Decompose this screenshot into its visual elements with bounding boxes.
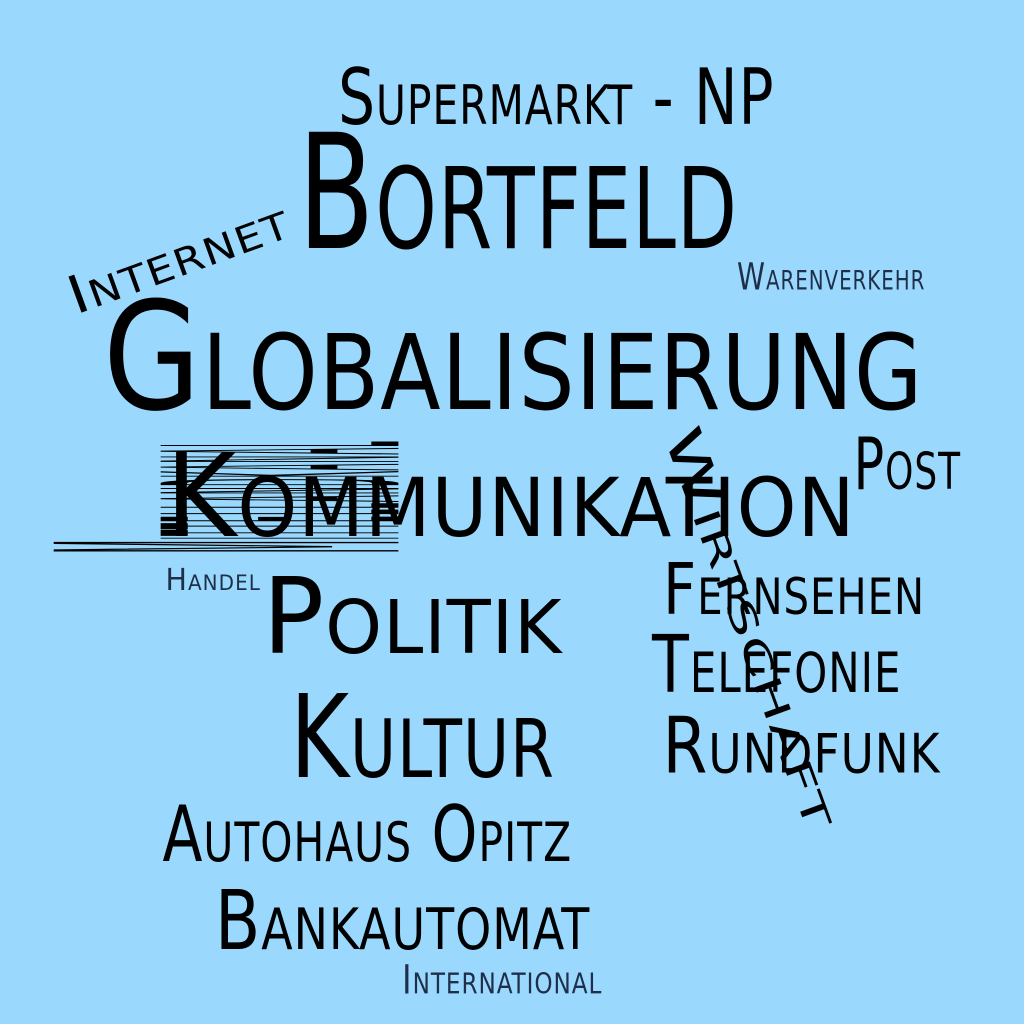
word-bankautomat: Bankautomat bbox=[215, 873, 591, 969]
word-kultur: Kultur bbox=[290, 669, 555, 805]
word-fernsehen: Fernsehen bbox=[663, 548, 926, 632]
word-handel: Handel bbox=[164, 563, 261, 598]
word-international: International bbox=[402, 956, 603, 1004]
word-telefonie: Telefonie bbox=[652, 617, 902, 711]
word-warenverkehr: Warenverkehr bbox=[737, 254, 926, 299]
word-autohaus-opitz: Autohaus Opitz bbox=[161, 789, 572, 880]
word-bortfeld: Bortfeld bbox=[298, 100, 739, 287]
word-post: Post bbox=[852, 421, 961, 507]
word-politik: Politik bbox=[262, 556, 562, 678]
word-supermarkt-np: Supermarkt - NP bbox=[338, 52, 775, 143]
word-mittellandkanal: Mittellandkanal bbox=[0, 440, 534, 553]
word-globalisierung: Globalisierung bbox=[102, 269, 924, 444]
word-kommunikation: Kommunikation bbox=[164, 430, 856, 564]
word-rundfunk: Rundfunk bbox=[662, 701, 940, 792]
